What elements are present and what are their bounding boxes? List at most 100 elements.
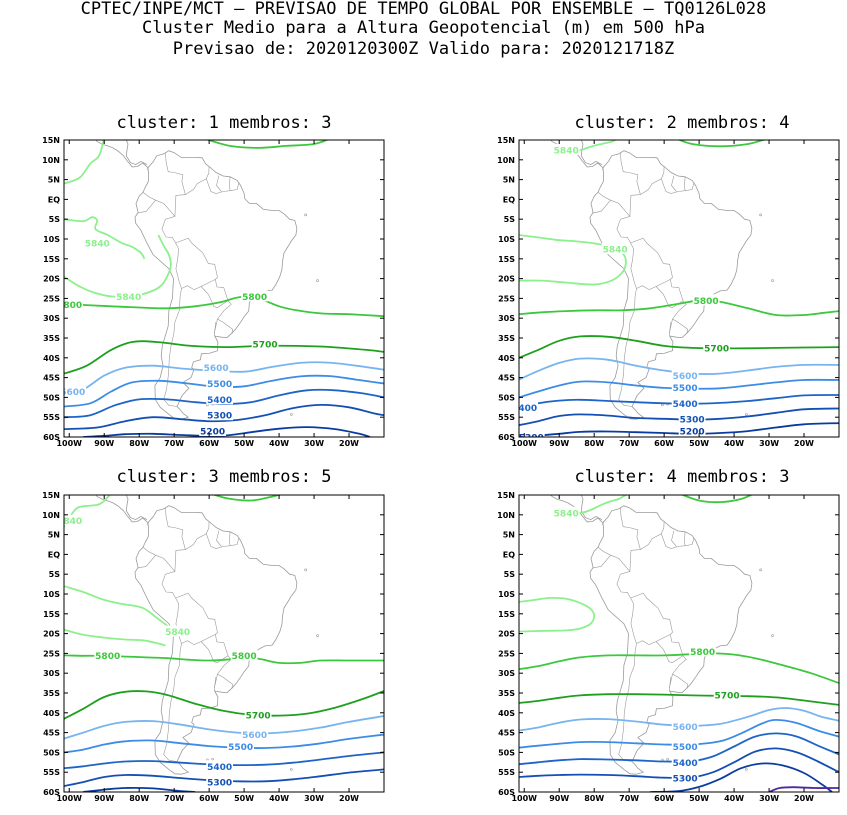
country-border bbox=[630, 597, 635, 624]
contour-label-5500: 5500 bbox=[673, 743, 698, 753]
lat-label: 15N bbox=[497, 136, 515, 145]
contour-5840 bbox=[64, 628, 166, 647]
lat-label: 5S bbox=[504, 215, 516, 224]
map-panel-2: 5840584058005700560055005400400530052005… bbox=[497, 136, 840, 448]
lat-label: 25S bbox=[43, 649, 60, 658]
country-border bbox=[138, 200, 156, 214]
central-america-pacific-coast bbox=[95, 495, 149, 523]
contour-5840 bbox=[64, 216, 146, 260]
lat-label: 25S bbox=[43, 294, 60, 303]
lat-label: 10S bbox=[43, 235, 60, 244]
header-line-1: CPTEC/INPE/MCT – PREVISAO DE TEMPO GLOBA… bbox=[80, 0, 767, 19]
lon-label: 20W bbox=[339, 794, 359, 803]
contour-5800 bbox=[205, 140, 329, 149]
contour-label-bg bbox=[164, 625, 192, 637]
lat-label: 50S bbox=[43, 748, 60, 757]
contour-label-bg bbox=[251, 337, 279, 349]
contour-label-5700: 5700 bbox=[704, 344, 729, 354]
country-border bbox=[630, 592, 673, 635]
country-border bbox=[616, 216, 631, 244]
lon-label: 100W bbox=[56, 794, 82, 803]
island bbox=[661, 403, 664, 407]
contour-5500 bbox=[519, 378, 839, 399]
country-border bbox=[161, 571, 176, 599]
contour-5400 bbox=[519, 394, 839, 411]
contour-label-bg bbox=[64, 514, 84, 526]
contour-label-5840: 5840 bbox=[603, 245, 628, 255]
contour-5700 bbox=[64, 340, 384, 375]
contour-label-5300: 5300 bbox=[680, 416, 705, 426]
lat-label: 20S bbox=[43, 275, 60, 284]
contour-5800 bbox=[680, 495, 753, 504]
contour-label-5840: 5840 bbox=[116, 293, 141, 303]
lon-label: 70W bbox=[619, 439, 639, 448]
lon-label: 100W bbox=[511, 439, 537, 448]
lon-label: 100W bbox=[56, 439, 82, 448]
contour-label-bg bbox=[115, 290, 143, 302]
lat-label: 40S bbox=[43, 354, 60, 363]
country-border bbox=[661, 533, 695, 549]
contour-label-bg bbox=[241, 728, 269, 740]
lat-label: 25S bbox=[498, 294, 515, 303]
lat-label: EQ bbox=[48, 195, 60, 204]
contour-label-bg bbox=[206, 377, 234, 389]
lat-label: 5S bbox=[49, 215, 61, 224]
contour-label-bg bbox=[199, 425, 227, 437]
lat-label: 15S bbox=[498, 255, 515, 264]
lat-label: 50S bbox=[498, 748, 515, 757]
island bbox=[304, 213, 307, 217]
lat-label: 60S bbox=[43, 788, 60, 797]
contour-5840 bbox=[64, 495, 111, 528]
contour-label-bg bbox=[671, 381, 699, 393]
lat-label: 40S bbox=[43, 709, 60, 718]
lon-label: 30W bbox=[304, 794, 324, 803]
map-area: 5840 5840 5800 5700 5600 5500 5400 400 5300 5200 5… bbox=[519, 140, 839, 438]
lat-label: 55S bbox=[43, 413, 60, 422]
contour-label-bg bbox=[206, 776, 234, 788]
lat-label: 40S bbox=[498, 354, 515, 363]
country-border bbox=[165, 153, 186, 195]
contour-label-5200: 5200 bbox=[680, 428, 705, 438]
lat-label: 45S bbox=[498, 374, 515, 383]
map-panel-3: 840 5840 5800 5800 5700 5600 5500 5400 5300 15N 10… bbox=[42, 491, 385, 803]
country-border bbox=[146, 167, 149, 170]
contour-5600 bbox=[64, 715, 384, 740]
lat-label: 5N bbox=[503, 176, 515, 185]
lon-label: 60W bbox=[199, 794, 219, 803]
header-line-3: Previsao de: 2020120300Z Valido para: 20… bbox=[172, 39, 675, 59]
country-border bbox=[597, 547, 641, 573]
contour-label-5600: 5600 bbox=[673, 723, 698, 733]
lat-label: 5N bbox=[48, 531, 60, 540]
contour-5700 bbox=[519, 693, 839, 706]
lon-label: 70W bbox=[164, 794, 184, 803]
contour-label-bg bbox=[206, 760, 234, 772]
island bbox=[759, 213, 762, 217]
lon-label: 60W bbox=[199, 439, 219, 448]
panel-1-title: cluster: 1 membros: 3 bbox=[116, 113, 332, 133]
island bbox=[759, 568, 762, 572]
country-border bbox=[597, 192, 641, 218]
country-border bbox=[216, 175, 222, 192]
lat-label: 20S bbox=[498, 630, 515, 639]
country-border bbox=[217, 300, 233, 334]
country-border bbox=[146, 522, 149, 525]
island bbox=[290, 413, 293, 416]
country-border bbox=[138, 555, 156, 569]
contour-label-bg bbox=[519, 401, 539, 413]
contour-label-bg bbox=[83, 236, 111, 248]
contour-label-800: 800 bbox=[63, 301, 82, 311]
lat-label: 5S bbox=[49, 570, 61, 579]
contour-label-5700: 5700 bbox=[246, 711, 271, 721]
lat-label: 5N bbox=[48, 176, 60, 185]
contour-label-5400: 5400 bbox=[673, 400, 698, 410]
map-frame bbox=[63, 139, 385, 438]
river bbox=[214, 322, 217, 333]
country-border bbox=[630, 237, 673, 280]
island bbox=[771, 279, 774, 282]
lat-label: 40S bbox=[498, 709, 515, 718]
central-america-caribbean-coast bbox=[125, 140, 148, 166]
panel-2-title: cluster: 2 membros: 4 bbox=[574, 113, 790, 133]
lat-label: 10S bbox=[498, 235, 515, 244]
country-border bbox=[229, 176, 231, 191]
contour-5840 bbox=[519, 597, 596, 633]
